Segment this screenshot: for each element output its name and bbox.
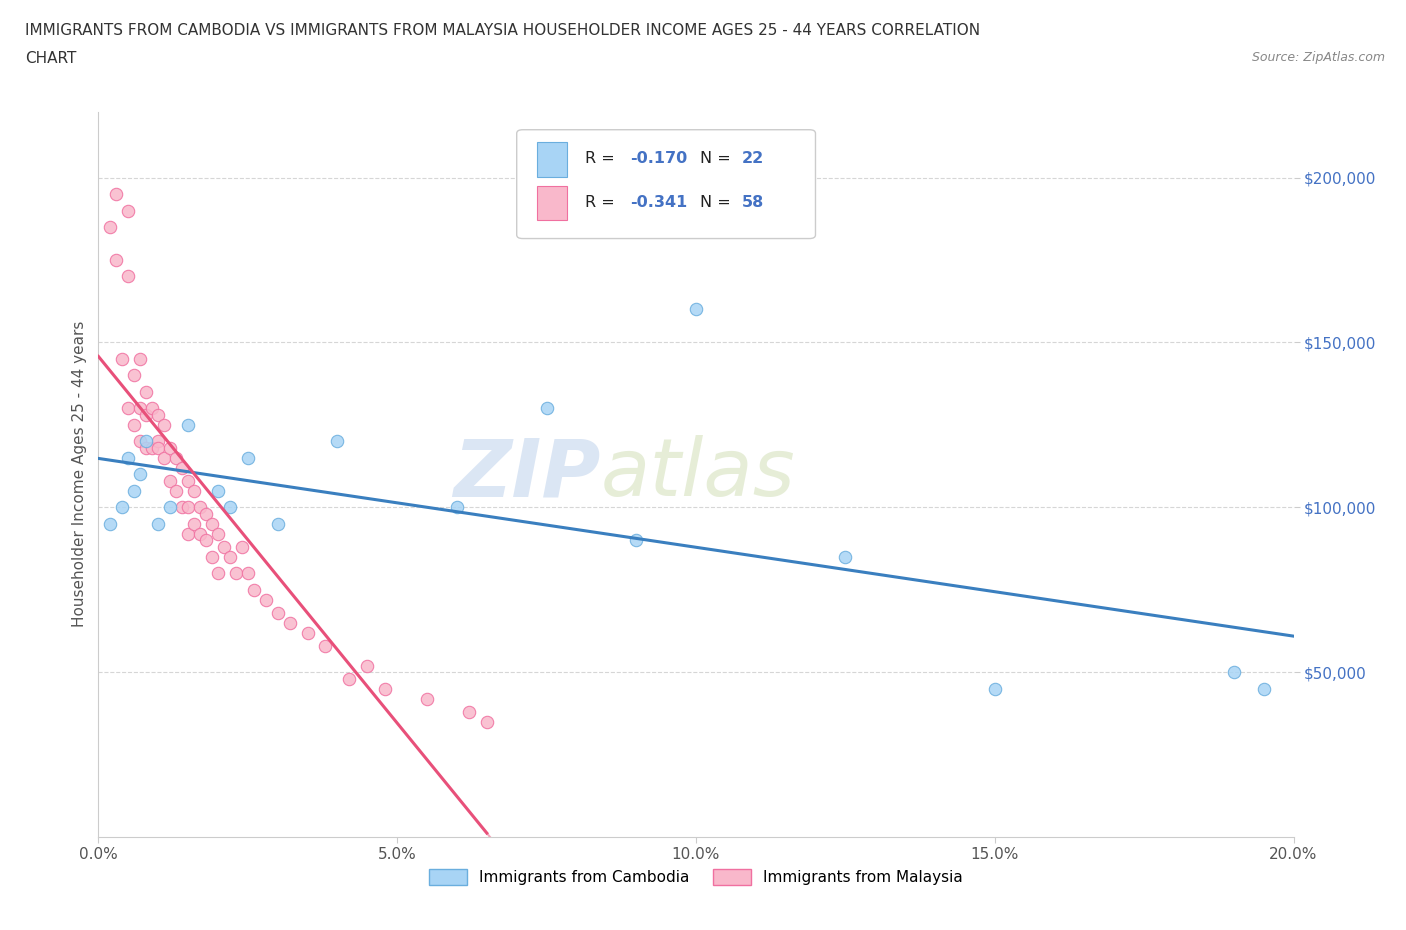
Point <box>148 407 170 422</box>
Point <box>1253 681 1275 696</box>
Point <box>188 499 211 514</box>
Point <box>135 384 157 399</box>
Text: CHART: CHART <box>25 51 77 66</box>
Point <box>626 533 648 548</box>
Point <box>135 434 157 449</box>
Point <box>201 550 224 565</box>
Point <box>219 499 242 514</box>
Bar <box>537 186 567 220</box>
Point <box>984 681 1007 696</box>
Point <box>177 499 200 514</box>
Legend: Immigrants from Cambodia, Immigrants from Malaysia: Immigrants from Cambodia, Immigrants fro… <box>423 863 969 891</box>
Point <box>172 460 194 475</box>
Point <box>172 499 194 514</box>
Text: 58: 58 <box>741 194 763 210</box>
Point <box>219 550 242 565</box>
Point <box>124 484 146 498</box>
Point <box>117 401 139 416</box>
Point <box>207 565 229 580</box>
Point <box>201 516 224 531</box>
Point <box>225 565 247 580</box>
Point <box>148 516 170 531</box>
Point <box>111 499 134 514</box>
Point <box>129 434 152 449</box>
Point <box>148 441 170 456</box>
Point <box>243 582 266 597</box>
Point <box>129 352 152 366</box>
Point <box>195 533 218 548</box>
Text: IMMIGRANTS FROM CAMBODIA VS IMMIGRANTS FROM MALAYSIA HOUSEHOLDER INCOME AGES 25 : IMMIGRANTS FROM CAMBODIA VS IMMIGRANTS F… <box>25 23 980 38</box>
Bar <box>537 142 567 177</box>
Point <box>141 441 163 456</box>
Point <box>231 539 253 554</box>
Point <box>446 499 468 514</box>
Point <box>326 434 349 449</box>
Point <box>135 407 157 422</box>
Point <box>159 441 181 456</box>
Point <box>834 550 856 565</box>
Point <box>159 499 181 514</box>
Point <box>98 219 122 234</box>
Point <box>135 441 157 456</box>
Text: ZIP: ZIP <box>453 435 600 513</box>
Point <box>165 484 187 498</box>
Point <box>356 658 378 673</box>
Point <box>148 434 170 449</box>
Point <box>236 565 259 580</box>
Point <box>416 691 439 706</box>
FancyBboxPatch shape <box>517 130 815 239</box>
Point <box>177 418 200 432</box>
Point <box>177 473 200 488</box>
Text: -0.170: -0.170 <box>630 152 688 166</box>
Point <box>1223 665 1246 680</box>
Point <box>267 516 290 531</box>
Point <box>105 253 128 268</box>
Point <box>475 714 498 729</box>
Point <box>207 526 229 541</box>
Point <box>117 203 139 218</box>
Text: R =: R = <box>585 152 620 166</box>
Y-axis label: Householder Income Ages 25 - 44 years: Householder Income Ages 25 - 44 years <box>72 321 87 628</box>
Point <box>254 592 277 607</box>
Point <box>188 526 211 541</box>
Point <box>98 516 122 531</box>
Point <box>195 507 218 522</box>
Point <box>267 605 290 620</box>
Text: atlas: atlas <box>600 435 796 513</box>
Text: 22: 22 <box>741 152 763 166</box>
Point <box>315 638 337 653</box>
Point <box>159 473 181 488</box>
Point <box>207 484 229 498</box>
Point <box>124 368 146 383</box>
Text: -0.341: -0.341 <box>630 194 688 210</box>
Point <box>129 401 152 416</box>
Point <box>117 450 139 465</box>
Point <box>536 401 558 416</box>
Text: N =: N = <box>700 194 735 210</box>
Text: N =: N = <box>700 152 735 166</box>
Point <box>374 681 396 696</box>
Text: Source: ZipAtlas.com: Source: ZipAtlas.com <box>1251 51 1385 64</box>
Point <box>129 467 152 482</box>
Point <box>105 187 128 202</box>
Point <box>297 625 319 640</box>
Point <box>153 450 176 465</box>
Point <box>111 352 134 366</box>
Point <box>458 704 481 719</box>
Point <box>177 526 200 541</box>
Point <box>236 450 259 465</box>
Point <box>165 450 187 465</box>
Text: R =: R = <box>585 194 620 210</box>
Point <box>183 516 205 531</box>
Point <box>212 539 235 554</box>
Point <box>141 401 163 416</box>
Point <box>685 302 707 317</box>
Point <box>339 671 361 686</box>
Point <box>124 418 146 432</box>
Point <box>153 418 176 432</box>
Point <box>183 484 205 498</box>
Point <box>278 616 301 631</box>
Point <box>117 269 139 284</box>
